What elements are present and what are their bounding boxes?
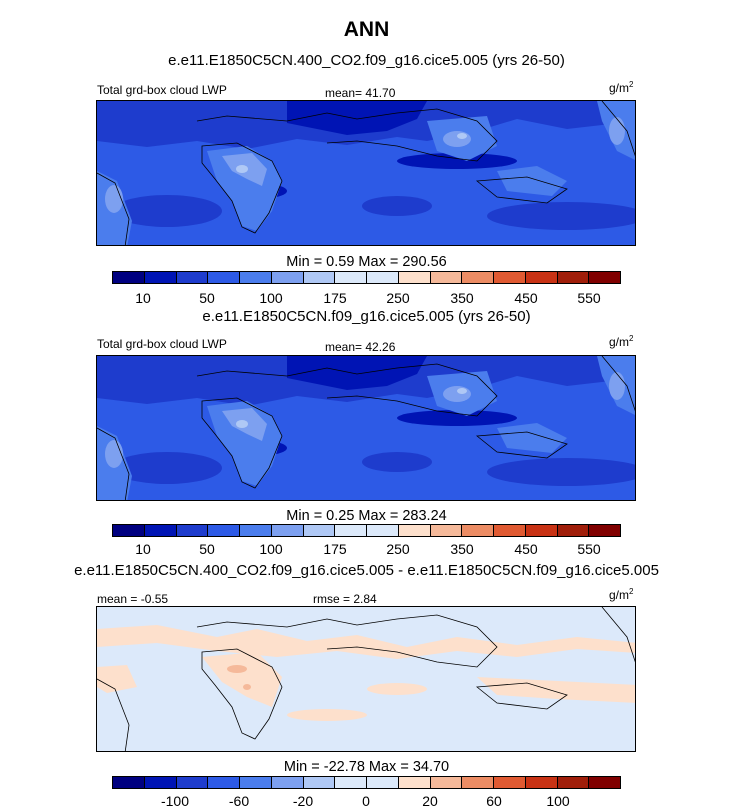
tick-label: 50 bbox=[199, 541, 215, 557]
tick-label: 350 bbox=[450, 541, 474, 557]
panel-1-case-title: e.e11.E1850C5CN.400_CO2.f09_g16.cice5.00… bbox=[168, 52, 565, 69]
tick-label: -20 bbox=[292, 793, 314, 809]
tick-label: 100 bbox=[259, 541, 283, 557]
panel-3-map bbox=[96, 606, 636, 752]
panel-1-colorbar bbox=[112, 271, 621, 284]
panel-3-case-title: e.e11.E1850C5CN.400_CO2.f09_g16.cice5.00… bbox=[74, 562, 659, 579]
panel-1-variable-label: Total grd-box cloud LWP bbox=[97, 83, 227, 97]
panel-1-colorbar-ticks: 10 50 100 175 250 350 450 550 bbox=[112, 290, 621, 308]
tick-label: 250 bbox=[386, 290, 410, 306]
panel-2-map bbox=[96, 355, 636, 501]
tick-label: 10 bbox=[135, 290, 151, 306]
panel-2-case-title: e.e11.E1850C5CN.f09_g16.cice5.005 (yrs 2… bbox=[202, 308, 531, 325]
panel-2-mean-label: mean= 42.26 bbox=[325, 340, 396, 354]
tick-label: 450 bbox=[514, 290, 538, 306]
panel-1-map bbox=[96, 100, 636, 246]
tick-label: 10 bbox=[135, 541, 151, 557]
tick-label: -100 bbox=[160, 793, 190, 809]
tick-label: 550 bbox=[577, 290, 601, 306]
panel-3-colorbar bbox=[112, 776, 621, 789]
panel-1-mean-label: mean= 41.70 bbox=[325, 86, 396, 100]
panel-3-mean-label: mean = -0.55 bbox=[97, 592, 169, 606]
panel-3-colorbar-ticks: -100 -60 -20 0 20 60 100 bbox=[112, 793, 621, 811]
tick-label: -60 bbox=[228, 793, 250, 809]
panel-2-min-max: Min = 0.25 Max = 283.24 bbox=[286, 508, 447, 524]
panel-1-min-max: Min = 0.59 Max = 290.56 bbox=[286, 254, 447, 270]
tick-label: 250 bbox=[386, 541, 410, 557]
tick-label: 60 bbox=[486, 793, 502, 809]
tick-label: 175 bbox=[323, 541, 347, 557]
tick-label: 100 bbox=[259, 290, 283, 306]
panel-2-colorbar-ticks: 10 50 100 175 250 350 450 550 bbox=[112, 541, 621, 559]
panel-3-min-max: Min = -22.78 Max = 34.70 bbox=[283, 759, 450, 775]
plot-title: ANN bbox=[343, 18, 390, 41]
panel-3-units: g/m2 bbox=[609, 587, 634, 602]
panel-1-units: g/m2 bbox=[609, 80, 634, 95]
panel-2-variable-label: Total grd-box cloud LWP bbox=[97, 337, 227, 351]
tick-label: 20 bbox=[422, 793, 438, 809]
panel-2-units: g/m2 bbox=[609, 334, 634, 349]
tick-label: 450 bbox=[514, 541, 538, 557]
tick-label: 175 bbox=[323, 290, 347, 306]
tick-label: 350 bbox=[450, 290, 474, 306]
tick-label: 50 bbox=[199, 290, 215, 306]
panel-2-colorbar bbox=[112, 524, 621, 537]
tick-label: 100 bbox=[546, 793, 570, 809]
panel-3-rmse-label: rmse = 2.84 bbox=[313, 592, 377, 606]
tick-label: 550 bbox=[577, 541, 601, 557]
tick-label: 0 bbox=[362, 793, 370, 809]
